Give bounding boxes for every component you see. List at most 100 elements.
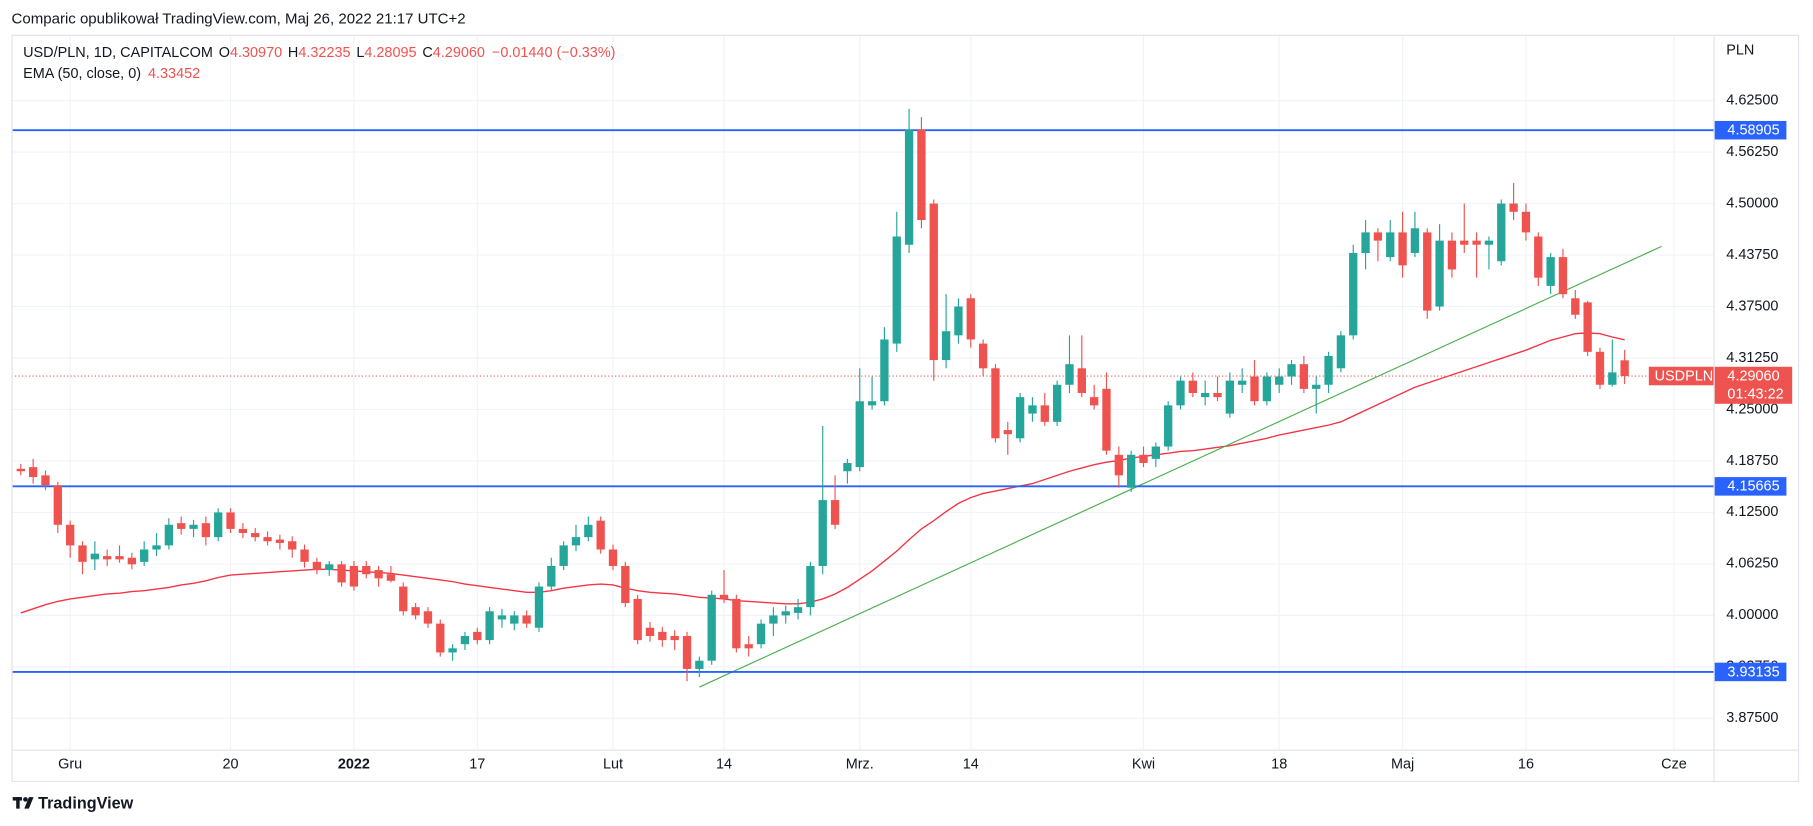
candle-body (374, 570, 383, 579)
candle-body (510, 615, 519, 624)
candle-body (1188, 380, 1198, 394)
candle-body (436, 623, 445, 653)
candle-body (1521, 211, 1531, 233)
y-tick-label: 3.87500 (1726, 710, 1778, 726)
y-tick-label: 4.18750 (1726, 453, 1778, 469)
candle-body (978, 343, 988, 369)
candle-body (559, 545, 568, 566)
x-tick-label: 17 (469, 756, 485, 772)
candle-body (238, 528, 248, 534)
candle-body (806, 565, 815, 608)
candle-body (1558, 257, 1568, 295)
x-tick-label: Mrz. (846, 756, 874, 772)
x-tick-label: 18 (1271, 756, 1287, 772)
candle-body (522, 615, 531, 624)
x-tick-label: Cze (1661, 756, 1687, 772)
candle-body (1139, 454, 1148, 464)
candle-body (707, 594, 716, 661)
candle-body (1447, 240, 1457, 270)
ema-name: EMA (50, close, 0) (23, 66, 141, 82)
candle-body (16, 468, 25, 472)
candle-body (263, 537, 272, 542)
y-tick-label: 4.56250 (1726, 144, 1778, 160)
candle-body (584, 524, 593, 538)
level-label: 3.93135 (1727, 664, 1779, 680)
level-label-box (1714, 477, 1787, 496)
candle-body (1151, 446, 1160, 459)
candle-body (1312, 384, 1321, 389)
x-tick-label: Maj (1391, 756, 1414, 772)
candle-body (411, 607, 420, 616)
symbol-label: USDPLN (1655, 368, 1714, 384)
x-tick-label: 14 (963, 756, 979, 772)
y-tick-label: 4.37500 (1726, 298, 1778, 314)
symbol: USD/PLN, 1D, CAPITALCOM (23, 45, 213, 61)
candle-body (1349, 252, 1358, 336)
candle-body (103, 556, 112, 560)
logo-slash (24, 797, 34, 809)
logo (12, 797, 34, 809)
candle-body (399, 586, 408, 612)
candle-body (1608, 372, 1617, 385)
candle-body (1423, 232, 1432, 311)
candle-body (1225, 380, 1235, 414)
candle-body (1077, 368, 1086, 394)
candle-body (1287, 364, 1296, 377)
candle-body (1620, 360, 1629, 377)
candle-body (1546, 257, 1555, 286)
y-tick-label: 4.31250 (1726, 350, 1778, 366)
candle-body (90, 553, 99, 560)
change: −0.01440 (−0.33%) (492, 45, 616, 61)
candle-body (1509, 203, 1518, 212)
candle-body (300, 549, 309, 562)
candle-body (1497, 203, 1506, 262)
x-tick-label: 20 (223, 756, 239, 772)
candle-body (880, 339, 889, 402)
candle-body (719, 594, 729, 599)
candle-body (941, 331, 951, 361)
y-tick-label: 4.06250 (1726, 556, 1778, 572)
candle-body (337, 564, 346, 583)
candle-body (448, 648, 457, 653)
ohlc-key: O (219, 45, 230, 61)
candle-body (1040, 405, 1049, 422)
candle-body (1472, 240, 1481, 245)
last-price-box (1714, 366, 1793, 404)
x-tick-label: Lut (603, 756, 623, 772)
candle-body (1262, 376, 1272, 402)
ohlc-value: 4.29060 (433, 45, 485, 61)
candle-body (670, 635, 679, 641)
candle-body (818, 500, 827, 566)
candle-body (695, 660, 704, 669)
candle-body (534, 586, 544, 628)
candle-body (1028, 405, 1037, 414)
candle-body (65, 524, 75, 546)
candle-body (312, 561, 322, 571)
candle-body (966, 298, 975, 340)
trend-line (699, 245, 1662, 688)
candle-body (633, 598, 642, 641)
candle-body (288, 541, 297, 550)
level-label: 4.15665 (1727, 479, 1779, 495)
plot-area (11, 34, 1714, 750)
y-tick-label: 4.25000 (1726, 401, 1778, 417)
candle-body (189, 524, 198, 529)
candle-body (917, 129, 926, 221)
candle-body (732, 598, 741, 649)
axis-unit: PLN (1726, 43, 1754, 59)
candle-body (1373, 232, 1383, 241)
level-label: 4.58905 (1727, 123, 1779, 139)
candle-body (1015, 397, 1025, 439)
candle-body (929, 203, 938, 361)
x-tick-label: Kwi (1132, 756, 1155, 772)
candle-body (325, 564, 334, 571)
countdown-label: 01:43:22 (1727, 386, 1783, 402)
ohlc-key: H (288, 45, 298, 61)
candle-body (201, 523, 211, 538)
candle-body (1213, 393, 1222, 398)
candle-body (152, 545, 161, 550)
logo-stem (16, 797, 20, 809)
candle-body (547, 565, 556, 587)
candle-body (1435, 240, 1444, 307)
